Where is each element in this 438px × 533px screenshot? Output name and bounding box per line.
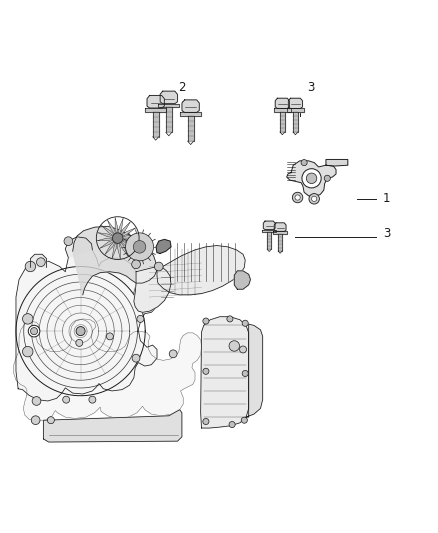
Polygon shape [201, 317, 249, 428]
Circle shape [126, 233, 153, 261]
Text: 1: 1 [383, 192, 390, 205]
Polygon shape [287, 108, 304, 111]
Polygon shape [274, 223, 286, 231]
Polygon shape [153, 112, 159, 137]
Circle shape [31, 328, 38, 335]
Polygon shape [287, 161, 336, 197]
Polygon shape [262, 230, 276, 232]
Polygon shape [118, 228, 136, 238]
Polygon shape [278, 234, 282, 251]
Circle shape [64, 237, 73, 246]
Circle shape [311, 196, 317, 201]
Polygon shape [160, 91, 177, 103]
Polygon shape [156, 239, 171, 253]
Polygon shape [145, 108, 166, 112]
Circle shape [132, 354, 140, 362]
Circle shape [240, 346, 247, 353]
Polygon shape [43, 410, 182, 442]
Circle shape [203, 368, 209, 374]
Circle shape [22, 313, 33, 324]
Circle shape [229, 341, 240, 351]
Circle shape [324, 175, 330, 181]
Circle shape [292, 192, 303, 203]
Polygon shape [273, 231, 287, 234]
Polygon shape [98, 232, 118, 238]
Circle shape [133, 240, 146, 253]
Polygon shape [274, 108, 291, 111]
Polygon shape [147, 95, 164, 108]
Polygon shape [166, 108, 172, 133]
Polygon shape [30, 254, 46, 268]
Polygon shape [326, 159, 348, 166]
Polygon shape [118, 238, 128, 256]
Polygon shape [97, 238, 118, 241]
Polygon shape [65, 237, 92, 258]
Circle shape [28, 325, 40, 337]
Circle shape [31, 416, 40, 425]
Circle shape [227, 316, 233, 322]
Circle shape [309, 193, 319, 204]
Circle shape [137, 316, 144, 322]
Circle shape [242, 320, 248, 326]
Text: 3: 3 [383, 227, 390, 240]
Polygon shape [263, 221, 275, 230]
Polygon shape [101, 225, 118, 238]
Polygon shape [118, 222, 131, 238]
Polygon shape [134, 266, 171, 312]
Circle shape [32, 397, 41, 405]
Polygon shape [118, 238, 120, 259]
Polygon shape [107, 220, 118, 238]
Circle shape [106, 333, 113, 340]
Polygon shape [14, 319, 201, 422]
Circle shape [306, 173, 317, 183]
Circle shape [229, 422, 235, 427]
Polygon shape [234, 271, 251, 289]
Circle shape [203, 418, 209, 425]
Text: 3: 3 [307, 81, 314, 94]
Polygon shape [118, 238, 138, 244]
Polygon shape [182, 100, 199, 112]
Circle shape [113, 233, 123, 244]
Circle shape [241, 417, 247, 423]
Circle shape [47, 417, 54, 424]
Circle shape [302, 169, 321, 188]
Circle shape [63, 396, 70, 403]
Circle shape [132, 260, 141, 269]
Circle shape [301, 159, 307, 166]
Polygon shape [180, 112, 201, 116]
Polygon shape [73, 227, 157, 295]
Polygon shape [293, 111, 298, 132]
Polygon shape [115, 217, 118, 238]
Polygon shape [158, 103, 179, 108]
Polygon shape [118, 236, 138, 238]
Polygon shape [188, 116, 194, 141]
Circle shape [22, 346, 33, 357]
Circle shape [36, 258, 45, 266]
Polygon shape [105, 238, 118, 255]
Text: 2: 2 [178, 81, 186, 94]
Polygon shape [157, 246, 245, 295]
Polygon shape [16, 247, 158, 401]
Polygon shape [118, 218, 123, 238]
Circle shape [25, 261, 35, 272]
Circle shape [76, 327, 85, 336]
Polygon shape [280, 111, 285, 132]
Polygon shape [112, 238, 118, 259]
Polygon shape [288, 98, 303, 108]
Circle shape [76, 340, 83, 346]
Polygon shape [275, 98, 290, 108]
Circle shape [203, 318, 209, 324]
Polygon shape [267, 232, 271, 249]
Circle shape [89, 396, 96, 403]
Circle shape [169, 350, 177, 358]
Polygon shape [118, 238, 134, 251]
Polygon shape [246, 324, 263, 417]
Circle shape [295, 195, 300, 200]
Circle shape [154, 262, 163, 271]
Circle shape [242, 370, 248, 376]
Polygon shape [99, 238, 118, 248]
